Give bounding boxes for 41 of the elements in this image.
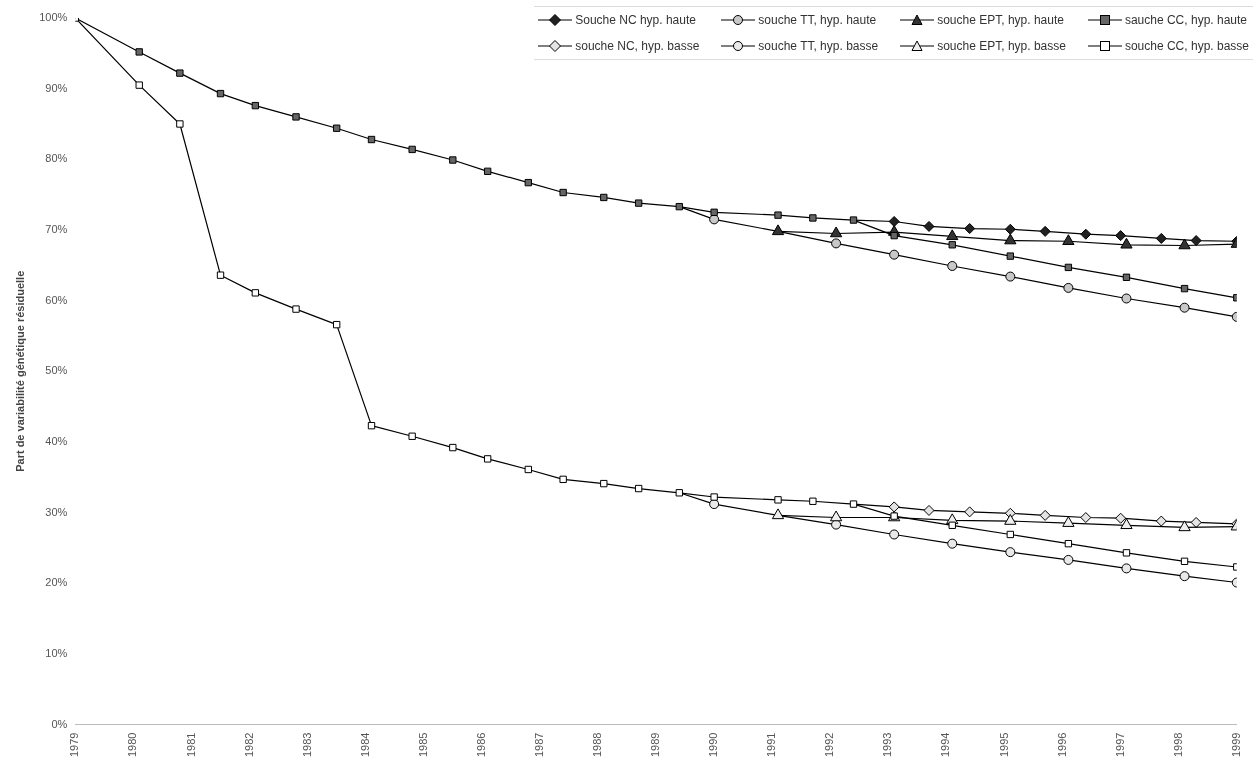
x-tick-label: 1994 (939, 732, 952, 758)
x-tick-label: 1991 (765, 732, 778, 758)
x-tick-label: 1998 (1171, 732, 1184, 758)
y-tick-label: 80% (45, 152, 68, 165)
y-tick-label: 50% (45, 364, 68, 377)
x-tick-label: 1983 (300, 732, 313, 758)
x-tick-label: 1999 (1229, 732, 1242, 758)
x-tick-label: 1986 (474, 732, 487, 758)
legend-label: souche TT, hyp. basse (758, 39, 879, 53)
y-tick-label: 100% (39, 11, 68, 24)
legend-label: souche EPT, hyp. basse (937, 39, 1066, 53)
x-tick-label: 1979 (68, 732, 81, 758)
x-tick-label: 1990 (707, 732, 720, 758)
x-tick-label: 1995 (997, 732, 1010, 758)
x-tick-label: 1987 (532, 732, 545, 758)
y-tick-label: 30% (45, 505, 68, 518)
x-tick-label: 1988 (591, 732, 604, 758)
y-axis-title: Part de variabilité génétique résiduelle (13, 270, 26, 472)
legend-label: souche TT, hyp. haute (758, 13, 877, 27)
x-tick-label: 1985 (416, 732, 429, 758)
x-tick-label: 1982 (242, 732, 255, 758)
x-tick-label: 1989 (649, 732, 662, 758)
x-tick-label: 1993 (881, 732, 894, 758)
x-tick-label: 1997 (1113, 732, 1126, 758)
y-tick-label: 40% (45, 434, 68, 447)
y-tick-label: 60% (45, 293, 68, 306)
legend-label: souche NC, hyp. basse (575, 39, 700, 53)
x-tick-label: 1996 (1055, 732, 1068, 758)
legend-label: souche EPT, hyp. haute (937, 13, 1064, 27)
y-tick-label: 20% (45, 576, 68, 589)
y-tick-label: 70% (45, 222, 68, 235)
y-tick-label: 10% (45, 646, 68, 659)
y-tick-label: 0% (51, 717, 68, 730)
legend-label: souche CC, hyp. basse (1124, 39, 1249, 53)
x-tick-label: 1980 (126, 732, 139, 758)
x-tick-label: 1984 (358, 732, 371, 758)
legend-label: Souche NC hyp. haute (575, 13, 696, 27)
legend-label: sauche CC, hyp. haute (1124, 13, 1247, 27)
y-tick-label: 90% (45, 81, 68, 94)
x-tick-label: 1981 (184, 732, 197, 758)
x-tick-label: 1992 (823, 732, 836, 758)
